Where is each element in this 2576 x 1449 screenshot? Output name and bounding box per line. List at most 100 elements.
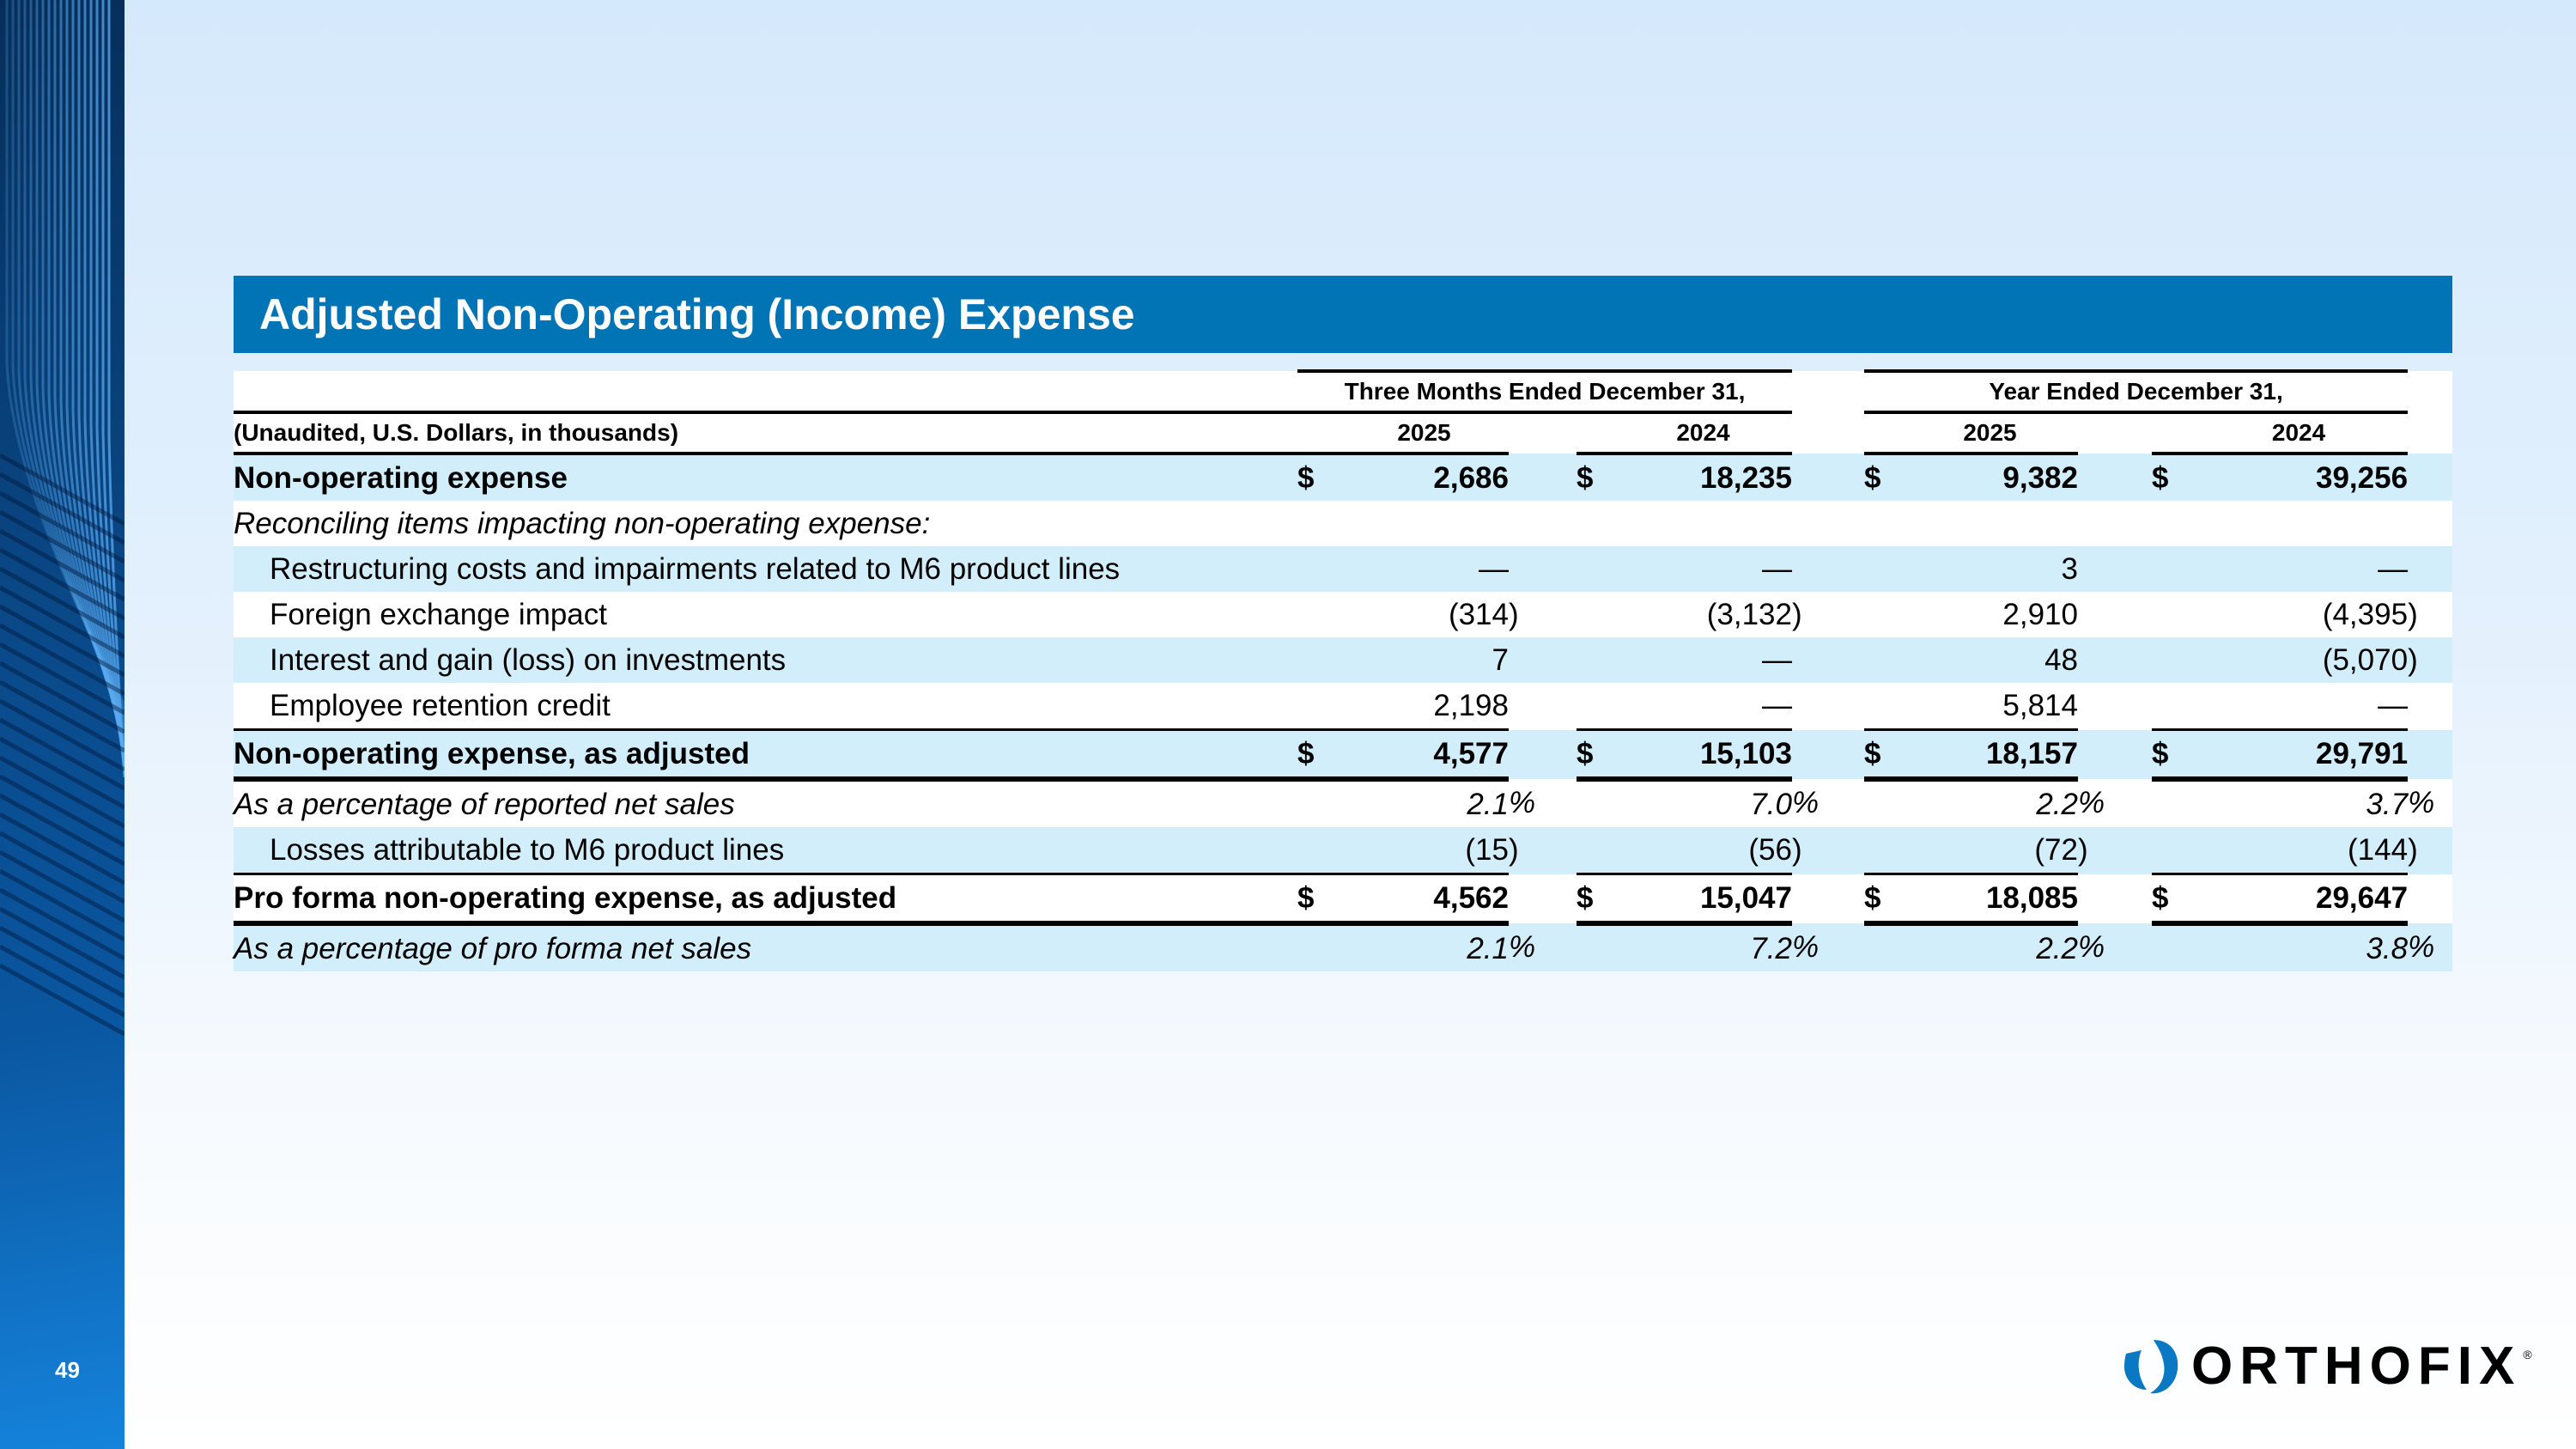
cell-value: (314 (1340, 592, 1509, 637)
currency-symbol (2152, 546, 2190, 592)
row-label: Non-operating expense (234, 454, 1297, 501)
currency-symbol: $ (1864, 873, 1902, 926)
year-header: 2025 (1340, 412, 1509, 455)
table-row: Restructuring costs and impairments rela… (234, 546, 2453, 592)
cell-suffix (2078, 592, 2152, 637)
cell-suffix (2078, 637, 2152, 683)
currency-symbol (1864, 592, 1902, 637)
cell-value: 18,157 (1902, 728, 2078, 782)
currency-symbol (1577, 683, 1614, 730)
table-row: As a percentage of pro forma net sales 2.… (234, 923, 2453, 971)
currency-symbol (2152, 779, 2190, 827)
cell-suffix (2078, 546, 2152, 592)
currency-symbol (1577, 827, 1614, 874)
cell-value: 3.7 (2190, 779, 2409, 827)
table-row: Non-operating expense, as adjusted $4,577… (234, 728, 2453, 782)
registered-mark: ® (2523, 1348, 2532, 1361)
currency-symbol (1297, 827, 1340, 874)
currency-symbol: $ (1864, 454, 1902, 501)
currency-symbol: $ (1297, 454, 1340, 501)
table-row: Employee retention credit 2,198 — 5,814 — (234, 683, 2453, 730)
row-label: Non-operating expense, as adjusted (234, 728, 1297, 782)
cell-suffix (1792, 874, 1864, 923)
cell-suffix (1509, 683, 1577, 730)
cell-suffix (1509, 546, 1577, 592)
cell-suffix (2408, 546, 2453, 592)
cell-value: 3 (1902, 546, 2078, 592)
currency-symbol: $ (1297, 728, 1340, 782)
row-label: Restructuring costs and impairments rela… (234, 546, 1297, 592)
cell-suffix: ) (1509, 827, 1577, 874)
cell-suffix (1509, 729, 1577, 779)
cell-value: 2.2 (1902, 779, 2078, 827)
cell-suffix: ) (2078, 827, 2152, 874)
cell-suffix: % (2078, 779, 2152, 827)
cell-suffix: ) (1509, 592, 1577, 637)
currency-symbol (1577, 546, 1614, 592)
cell-value: 5,814 (1902, 683, 2078, 730)
cell-suffix: % (2408, 923, 2453, 971)
currency-symbol (1297, 592, 1340, 637)
cell-value: 2.2 (1902, 923, 2078, 971)
currency-symbol: $ (2152, 454, 2190, 501)
year-header-row: (Unaudited, U.S. Dollars, in thousands) … (234, 412, 2453, 455)
cell-suffix (1792, 454, 1864, 501)
cell-value: (56 (1614, 827, 1792, 874)
row-label: As a percentage of reported net sales (234, 779, 1297, 827)
currency-symbol (2152, 923, 2190, 971)
currency-symbol (2152, 827, 2190, 874)
currency-symbol (1577, 592, 1614, 637)
currency-symbol (2152, 683, 2190, 730)
cell-value: (144 (2190, 827, 2409, 874)
cell-suffix: % (1792, 923, 1864, 971)
cell-value: (15 (1340, 827, 1509, 874)
cell-suffix (1792, 729, 1864, 779)
cell-value: 2.1 (1340, 779, 1509, 827)
cell-value: 4,562 (1340, 873, 1509, 926)
logo-text: ORTHOFIX (2191, 1336, 2522, 1396)
group-header-three-months: Three Months Ended December 31, (1297, 369, 1792, 414)
cell-suffix (2078, 729, 2152, 779)
cell-value: 15,103 (1614, 728, 1792, 782)
row-label: Interest and gain (loss) on investments (234, 637, 1297, 683)
currency-symbol: $ (1577, 873, 1614, 926)
currency-symbol (1864, 779, 1902, 827)
table-row: Pro forma non-operating expense, as adju… (234, 873, 2453, 926)
cell-value: (5,070 (2190, 637, 2409, 683)
cell-value: 48 (1902, 637, 2078, 683)
cell-suffix: ) (2408, 827, 2453, 874)
table-row: Non-operating expense $2,686 $18,235 $9,382… (234, 454, 2453, 501)
cell-suffix (1509, 454, 1577, 501)
currency-symbol (1297, 683, 1340, 730)
currency-symbol (2152, 637, 2190, 683)
row-label: Foreign exchange impact (234, 592, 1297, 637)
cell-suffix: % (1509, 779, 1577, 827)
cell-suffix (2408, 454, 2453, 501)
cell-suffix (2408, 683, 2453, 730)
cell-value: 29,791 (2190, 728, 2409, 782)
row-label: Reconciling items impacting non-operatin… (234, 501, 1297, 546)
cell-suffix: ) (2408, 637, 2453, 683)
cell-value: 9,382 (1902, 454, 2078, 501)
cell-value: 39,256 (2190, 454, 2409, 501)
cell-suffix: ) (1792, 827, 1864, 874)
cell-suffix: ) (1792, 592, 1864, 637)
cell-suffix (2408, 729, 2453, 779)
cell-suffix (2408, 874, 2453, 923)
currency-symbol (1297, 637, 1340, 683)
group-header-year: Year Ended December 31, (1864, 369, 2409, 414)
cell-suffix: % (1509, 923, 1577, 971)
slide-title: Adjusted Non-Operating (Income) Expense (259, 290, 1135, 338)
cell-value: 7.0 (1614, 779, 1792, 827)
currency-symbol: $ (1864, 728, 1902, 782)
row-label: Employee retention credit (234, 683, 1297, 730)
cell-value: (3,132 (1614, 592, 1792, 637)
wave-lines-decoration (0, 0, 125, 1037)
cell-value: 7.2 (1614, 923, 1792, 971)
table-row: Losses attributable to M6 product lines (… (234, 827, 2453, 874)
year-header: 2025 (1902, 412, 2078, 455)
currency-symbol: $ (1297, 873, 1340, 926)
cell-value: (72 (1902, 827, 2078, 874)
currency-symbol (1864, 683, 1902, 730)
cell-value: — (1614, 546, 1792, 592)
